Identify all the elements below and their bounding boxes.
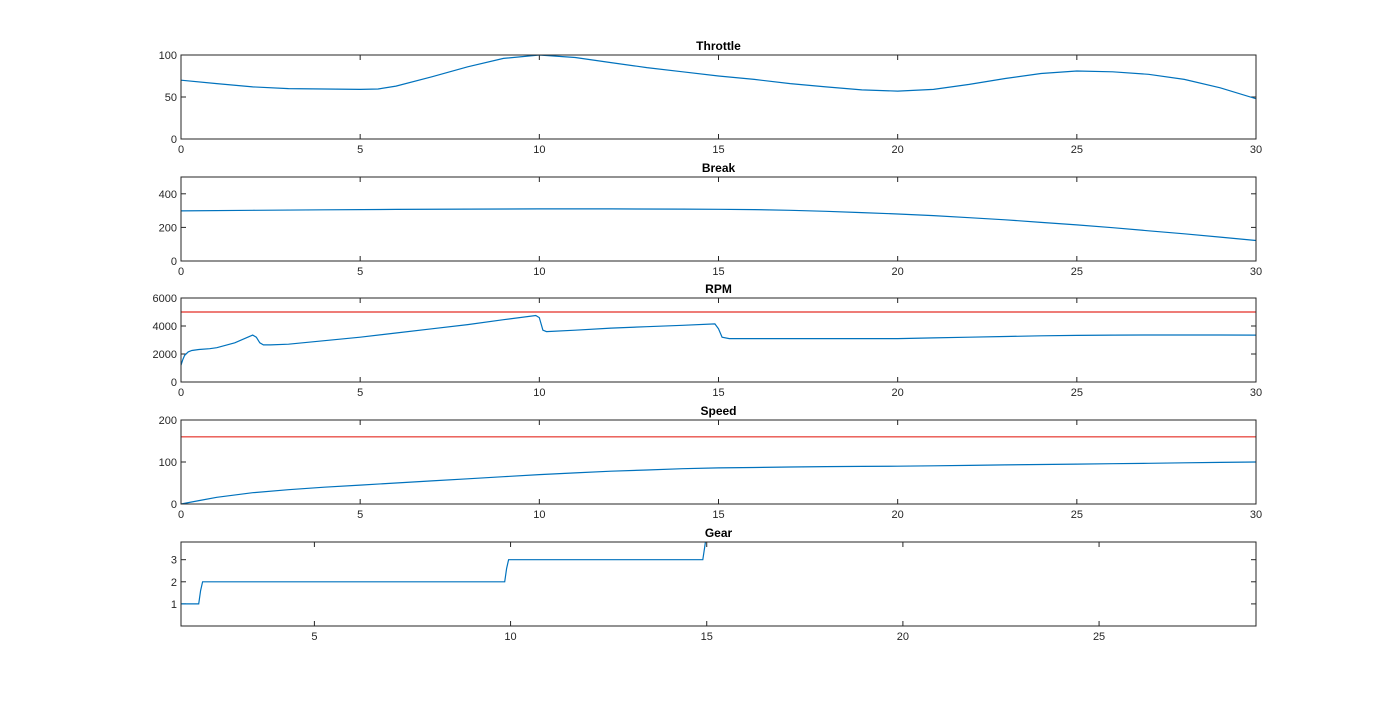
break-axes-frame xyxy=(180,176,1257,262)
rpm-chart: RPM 0 5 10 15 20 25 30 0 2000 4000 6000 xyxy=(153,282,1263,399)
gear-x-tick-label: 20 xyxy=(897,631,909,643)
speed-x-tick-label: 5 xyxy=(357,509,363,521)
gear-title: Gear xyxy=(705,526,733,540)
break-title: Break xyxy=(702,161,736,175)
gear-x-tick-label: 10 xyxy=(504,631,516,643)
speed-y-tick-label: 0 xyxy=(171,499,177,511)
rpm-x-tick-label: 25 xyxy=(1071,387,1083,399)
throttle-x-tick-label: 25 xyxy=(1071,144,1083,156)
gear-y-tick-label: 2 xyxy=(171,577,177,589)
speed-x-tick-label: 0 xyxy=(178,509,184,521)
rpm-series-line xyxy=(181,314,1256,366)
break-x-tick-label: 30 xyxy=(1250,266,1262,278)
break-x-tick-label: 5 xyxy=(357,266,363,278)
speed-x-tick-label: 30 xyxy=(1250,509,1262,521)
break-x-tick-label: 0 xyxy=(178,266,184,278)
break-series-line xyxy=(181,208,1256,242)
break-x-tick-label: 20 xyxy=(892,266,904,278)
speed-x-tick-label: 15 xyxy=(712,509,724,521)
rpm-x-tick-label: 0 xyxy=(178,387,184,399)
throttle-y-tick-label: 0 xyxy=(171,134,177,146)
throttle-title: Throttle xyxy=(696,39,741,53)
gear-axes-frame xyxy=(180,541,1257,627)
throttle-x-tick-label: 5 xyxy=(357,144,363,156)
throttle-x-tick-label: 10 xyxy=(533,144,545,156)
break-y-tick-label: 400 xyxy=(159,189,177,201)
speed-title: Speed xyxy=(700,404,736,418)
throttle-series-line xyxy=(181,55,1256,100)
speed-x-tick-label: 20 xyxy=(892,509,904,521)
gear-chart: Gear 5 10 15 20 25 1 2 3 xyxy=(171,526,1257,643)
rpm-y-tick-label: 0 xyxy=(171,377,177,389)
break-y-tick-label: 0 xyxy=(171,256,177,268)
gear-x-tick-label: 15 xyxy=(701,631,713,643)
speed-x-tick-label: 10 xyxy=(533,509,545,521)
rpm-axes-frame xyxy=(180,297,1257,383)
speed-y-tick-label: 200 xyxy=(159,415,177,427)
speed-series-line xyxy=(181,461,1256,504)
gear-x-tick-label: 25 xyxy=(1093,631,1105,643)
throttle-x-tick-label: 20 xyxy=(892,144,904,156)
throttle-x-tick-label: 15 xyxy=(712,144,724,156)
rpm-x-tick-label: 20 xyxy=(892,387,904,399)
speed-chart: Speed 0 5 10 15 20 25 30 0 100 200 xyxy=(159,404,1262,521)
rpm-y-tick-label: 4000 xyxy=(153,321,177,333)
speed-axes-frame xyxy=(180,419,1257,505)
throttle-x-tick-label: 0 xyxy=(178,144,184,156)
rpm-y-tick-label: 2000 xyxy=(153,349,177,361)
break-x-tick-label: 15 xyxy=(712,266,724,278)
rpm-x-tick-label: 30 xyxy=(1250,387,1262,399)
break-chart: Break 0 5 10 15 20 25 30 0 200 400 xyxy=(159,161,1262,278)
rpm-x-tick-label: 15 xyxy=(712,387,724,399)
gear-y-tick-label: 1 xyxy=(171,599,177,611)
throttle-y-tick-label: 100 xyxy=(159,50,177,62)
rpm-y-tick-label: 6000 xyxy=(153,293,177,305)
throttle-axes-frame xyxy=(180,54,1257,140)
gear-x-tick-label: 5 xyxy=(311,631,317,643)
throttle-y-tick-label: 50 xyxy=(165,92,177,104)
speed-x-tick-label: 25 xyxy=(1071,509,1083,521)
gear-y-tick-label: 3 xyxy=(171,555,177,567)
throttle-x-tick-label: 30 xyxy=(1250,144,1262,156)
throttle-chart: Throttle 0 5 10 15 20 25 30 0 50 100 xyxy=(159,39,1262,156)
gear-series-line xyxy=(181,542,707,605)
break-y-tick-label: 200 xyxy=(159,222,177,234)
rpm-x-tick-label: 5 xyxy=(357,387,363,399)
speed-y-tick-label: 100 xyxy=(159,457,177,469)
break-x-tick-label: 10 xyxy=(533,266,545,278)
break-x-tick-label: 25 xyxy=(1071,266,1083,278)
rpm-x-tick-label: 10 xyxy=(533,387,545,399)
rpm-title: RPM xyxy=(705,282,732,296)
